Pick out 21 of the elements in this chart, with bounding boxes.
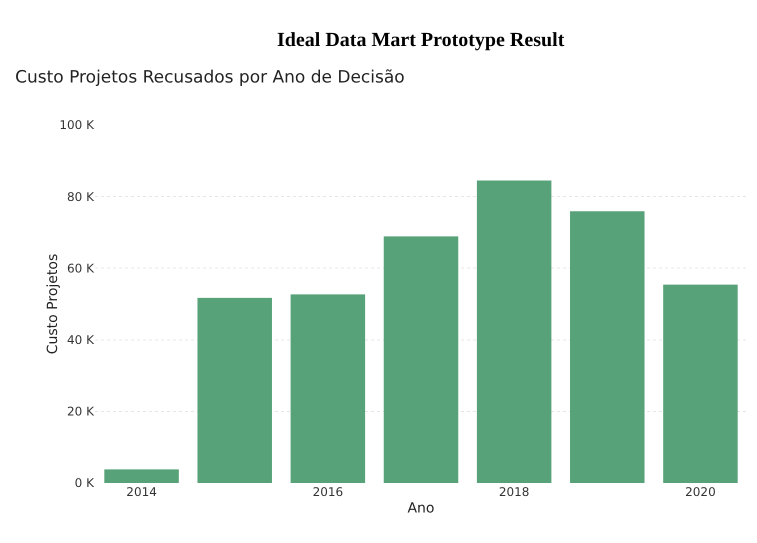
chart-title: Ideal Data Mart Prototype Result	[277, 29, 565, 51]
chart-subtitle: Custo Projetos Recusados por Ano de Decisão	[15, 67, 405, 88]
y-tick-label: 40 K	[67, 333, 96, 347]
x-tick-label: 2016	[312, 485, 344, 499]
y-axis-title: Custo Projetos	[45, 254, 61, 354]
bar	[104, 469, 179, 483]
y-tick-label: 60 K	[67, 261, 96, 276]
y-tick-label: 0 K	[74, 476, 96, 490]
y-tick-label: 100 K	[59, 118, 96, 132]
y-tick-label: 20 K	[67, 404, 96, 419]
bar	[663, 284, 738, 483]
y-tick-label: 80 K	[67, 190, 96, 204]
bar	[290, 294, 366, 483]
x-tick-label: 2020	[685, 485, 716, 499]
x-tick-label: 2018	[498, 485, 530, 499]
x-axis-title: Ano	[407, 500, 435, 516]
bar	[197, 298, 272, 483]
bar	[570, 211, 645, 483]
x-tick-label: 2014	[126, 485, 157, 499]
bar	[476, 180, 552, 483]
bar	[384, 236, 458, 483]
